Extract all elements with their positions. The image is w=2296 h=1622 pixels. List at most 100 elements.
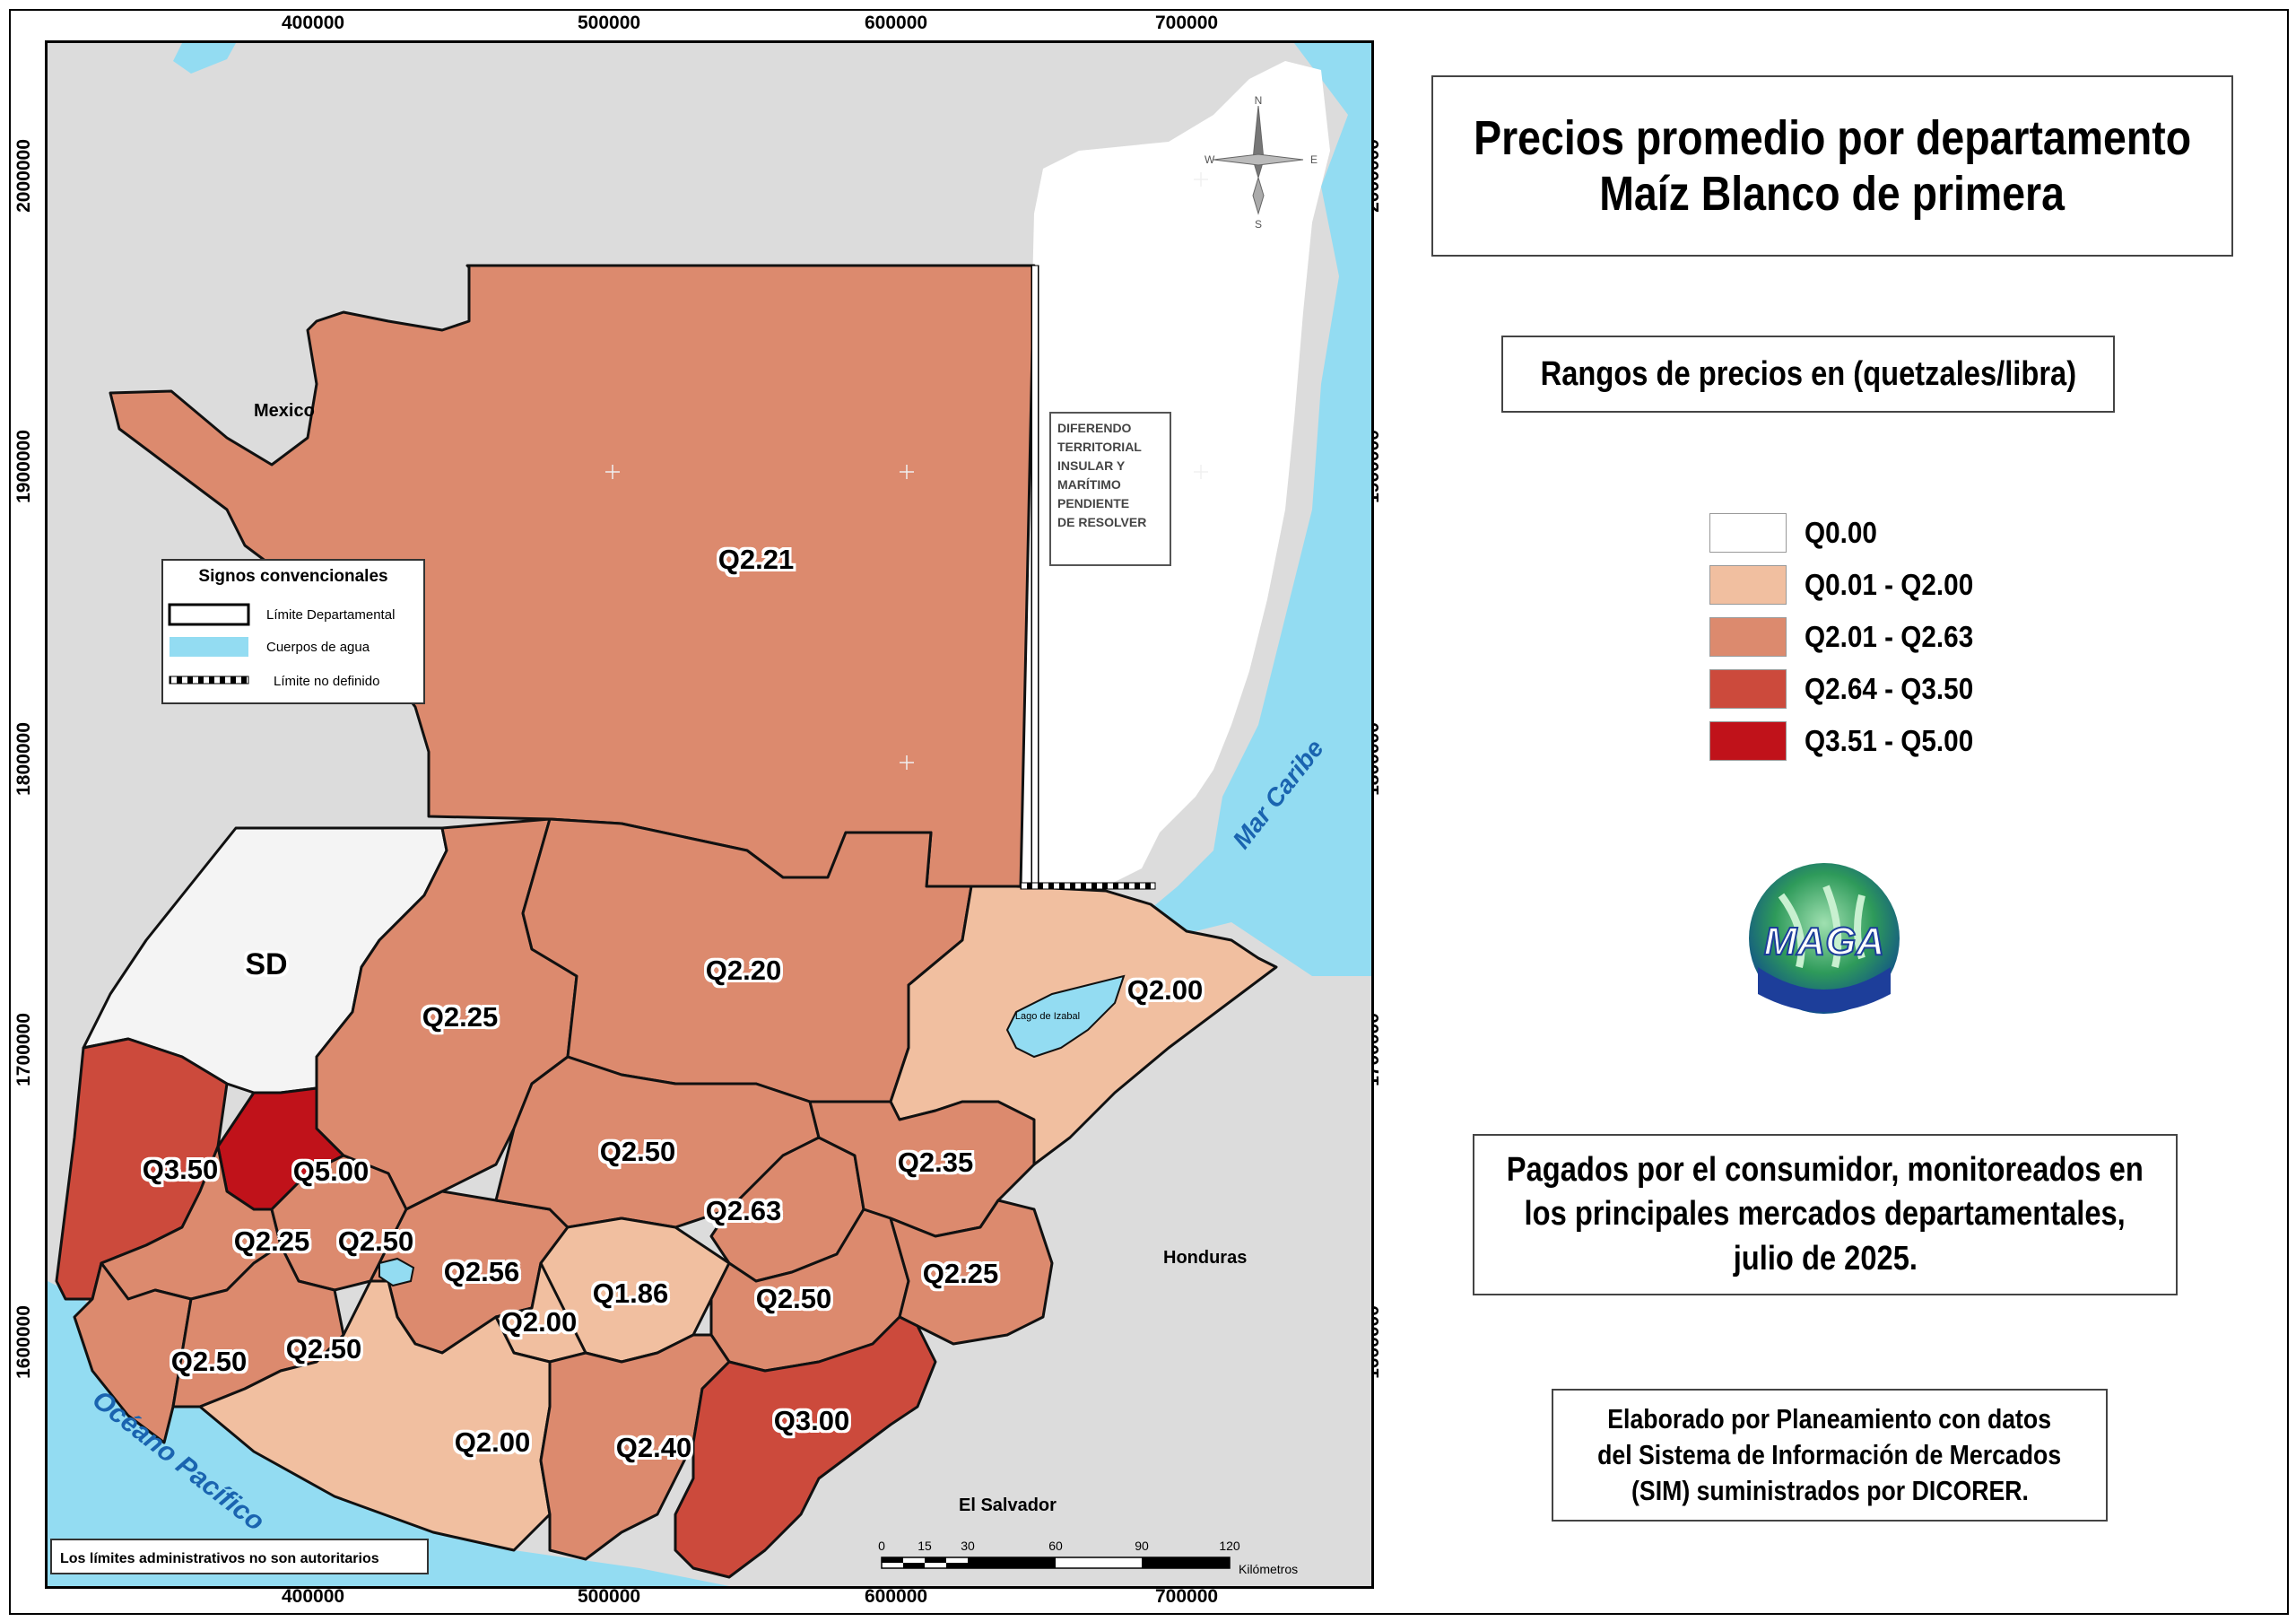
info-box: Pagados por el consumidor, monitoreados … <box>1473 1134 2178 1295</box>
price-label-jalapa: Q2.50 <box>755 1283 832 1314</box>
departments <box>55 264 1278 1579</box>
info-line-3: julio de 2025. <box>1733 1239 1918 1278</box>
label-el-salvador: El Salvador <box>959 1496 1057 1515</box>
svg-text:MARÍTIMO: MARÍTIMO <box>1057 477 1121 492</box>
price-label-santa-rosa: Q2.40 <box>615 1432 692 1463</box>
price-label-quetzaltenango: Q2.25 <box>233 1225 310 1257</box>
y-tick-left: 1900000 <box>13 430 34 503</box>
svg-text:DE RESOLVER: DE RESOLVER <box>1057 515 1146 529</box>
x-tick-top: 700000 <box>1155 13 1219 33</box>
legend-limite-icon <box>168 603 250 626</box>
price-label-chiquimula: Q2.25 <box>922 1258 999 1289</box>
map-canvas: Lago de Izabal N S E W Mexico Honduras E… <box>48 43 1371 1586</box>
x-tick-bottom: 500000 <box>578 1586 641 1607</box>
legend-item: Q0.00 <box>1709 513 1885 553</box>
y-tick-left: 1700000 <box>13 1013 34 1086</box>
legend-agua-icon <box>170 637 248 657</box>
disputed-note: DIFERENDO TERRITORIAL INSULAR Y MARÍTIMO… <box>1049 412 1171 566</box>
svg-text:TERRITORIAL: TERRITORIAL <box>1057 440 1142 454</box>
compass-icon: N S E W <box>1205 94 1318 231</box>
legend-label: Q3.51 - Q5.00 <box>1805 724 1974 757</box>
price-label-guatemala: Q1.86 <box>592 1278 669 1309</box>
maga-logo: MAGA <box>1749 863 1900 1014</box>
info-line-2: los principales mercados departamentales… <box>1524 1195 2126 1234</box>
price-label-quiche: Q2.25 <box>422 1001 499 1033</box>
svg-text:Signos convencionales: Signos convencionales <box>198 567 387 586</box>
grid-crosses <box>605 172 1208 770</box>
price-label-huehuetenango: SD <box>245 947 288 981</box>
dept-escuintla <box>198 1279 552 1552</box>
legend-item: Q3.51 - Q5.00 <box>1709 721 1992 761</box>
svg-text:S: S <box>1255 218 1262 231</box>
legend-label: Q0.01 - Q2.00 <box>1805 568 1974 601</box>
svg-text:PENDIENTE: PENDIENTE <box>1057 496 1129 510</box>
price-label-chimaltenango: Q2.56 <box>443 1256 520 1287</box>
scale-bar: 0 15 30 60 90 120 Kilómetros <box>878 1539 1298 1576</box>
undefined-border-south <box>1020 882 1156 890</box>
price-label-alta-verapaz: Q2.20 <box>705 955 782 986</box>
svg-text:E: E <box>1310 153 1318 166</box>
price-label-sacatepequez: Q2.00 <box>500 1306 578 1338</box>
svg-text:Los límites administrativos no: Los límites administrativos no son autor… <box>60 1551 379 1566</box>
x-tick-bottom: 400000 <box>282 1586 345 1607</box>
legend-label: Q2.64 - Q3.50 <box>1805 672 1974 705</box>
price-label-el-progreso: Q2.63 <box>705 1195 782 1226</box>
undefined-border <box>1031 265 1039 887</box>
range-title: Rangos de precios en (quetzales/libra) <box>1540 354 2076 393</box>
legend-swatch <box>1709 669 1787 709</box>
lake-izabal-label: Lago de Izabal <box>1015 1011 1080 1022</box>
legend-label: Q2.01 - Q2.63 <box>1805 620 1974 653</box>
price-label-solola: Q2.50 <box>337 1225 414 1257</box>
belize-area <box>1016 61 1330 886</box>
water-caribbean <box>1124 43 1371 976</box>
title-line-1: Precios promedio por departamento <box>1474 110 2191 165</box>
title-line-2: Maíz Blanco de primera <box>1599 167 2066 221</box>
map-frame: Lago de Izabal N S E W Mexico Honduras E… <box>45 40 1374 1589</box>
x-tick-top: 600000 <box>865 13 928 33</box>
signos-legend: Signos convencionales Límite Departament… <box>161 559 425 704</box>
legend-swatch <box>1709 513 1787 553</box>
price-label-jutiapa: Q3.00 <box>773 1405 850 1436</box>
title-box: Precios promedio por departamento Maíz B… <box>1431 75 2233 257</box>
svg-text:MAGA: MAGA <box>1764 920 1884 964</box>
svg-text:0: 0 <box>878 1539 885 1553</box>
svg-text:15: 15 <box>918 1539 932 1553</box>
dept-santa-rosa <box>539 1333 731 1561</box>
price-label-escuintla: Q2.00 <box>454 1426 531 1458</box>
credit-line-1: Elaborado por Planeamiento con datos <box>1607 1402 2052 1435</box>
svg-text:N: N <box>1255 94 1263 107</box>
legend-label: Q0.00 <box>1805 516 1877 549</box>
legend-swatch <box>1709 565 1787 605</box>
range-title-box: Rangos de precios en (quetzales/libra) <box>1501 336 2115 413</box>
price-label-retalhuleu: Q2.50 <box>170 1346 248 1377</box>
credit-line-2: del Sistema de Información de Mercados <box>1597 1438 2062 1470</box>
price-label-totonicapan: Q5.00 <box>292 1155 370 1187</box>
svg-text:60: 60 <box>1048 1539 1063 1553</box>
svg-text:INSULAR Y: INSULAR Y <box>1057 458 1126 473</box>
svg-text:90: 90 <box>1135 1539 1149 1553</box>
label-mexico: Mexico <box>254 401 315 421</box>
disclaimer-box: Los límites administrativos no son autor… <box>50 1539 429 1574</box>
price-label-zacapa: Q2.35 <box>897 1147 974 1178</box>
water-pacific <box>48 1281 729 1586</box>
svg-text:Límite Departamental: Límite Departamental <box>266 607 395 623</box>
lake-atitlan <box>378 1257 415 1287</box>
info-line-1: Pagados por el consumidor, monitoreados … <box>1506 1150 2144 1189</box>
credit-line-3: (SIM) suministrados por DICORER. <box>1631 1475 2029 1507</box>
svg-text:Límite no definido: Límite no definido <box>274 674 379 689</box>
y-tick-left: 1600000 <box>13 1305 34 1379</box>
legend-no-definido-icon <box>169 676 249 685</box>
dept-zacapa <box>808 1100 1036 1238</box>
x-tick-top: 500000 <box>578 13 641 33</box>
legend-swatch <box>1709 617 1787 657</box>
label-honduras: Honduras <box>1163 1248 1247 1268</box>
price-label-baja-verapaz: Q2.50 <box>599 1136 676 1167</box>
x-tick-bottom: 700000 <box>1155 1586 1219 1607</box>
legend-item: Q2.01 - Q2.63 <box>1709 617 1992 657</box>
svg-text:Cuerpos de agua: Cuerpos de agua <box>266 640 370 655</box>
svg-text:DIFERENDO: DIFERENDO <box>1057 421 1132 435</box>
price-label-izabal: Q2.00 <box>1126 974 1204 1006</box>
dept-jutiapa <box>674 1315 937 1579</box>
legend-item: Q0.01 - Q2.00 <box>1709 565 1992 605</box>
price-label-peten: Q2.21 <box>718 544 795 575</box>
